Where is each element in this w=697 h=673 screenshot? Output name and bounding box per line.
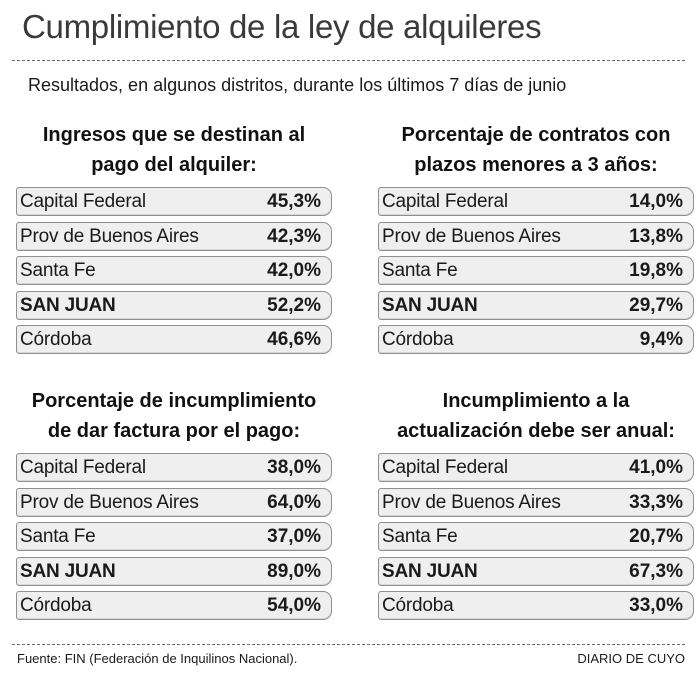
district-label: SAN JUAN — [20, 294, 116, 316]
percentage-value: 33,3% — [629, 491, 683, 513]
district-label: Córdoba — [20, 595, 92, 616]
page-title: Cumplimiento de la ley de alquileres — [22, 8, 542, 45]
percentage-value: 54,0% — [267, 595, 321, 616]
table-row: Capital Federal 14,0% — [378, 187, 694, 216]
percentage-value: 19,8% — [629, 260, 683, 281]
table-row: Córdoba 54,0% — [16, 591, 332, 620]
panel-title-line: actualización debe ser anual: — [397, 420, 675, 442]
panel-title: Incumplimiento a la actualización debe se… — [378, 386, 694, 448]
percentage-value: 29,7% — [629, 294, 683, 316]
table-rows: Capital Federal 45,3% Prov de Buenos Aires… — [16, 187, 332, 354]
table-rows: Capital Federal 41,0% Prov de Buenos Aires… — [378, 453, 694, 620]
percentage-value: 20,7% — [629, 526, 683, 547]
table-row: SAN JUAN 67,3% — [378, 556, 694, 586]
table-row: Córdoba 9,4% — [378, 325, 694, 354]
district-label: Prov de Buenos Aires — [382, 491, 561, 513]
table-row: Capital Federal 41,0% — [378, 453, 694, 482]
panel-factura: Porcentaje de incumplimiento de dar factu… — [16, 386, 332, 626]
district-label: Capital Federal — [20, 191, 146, 212]
panel-title-line: Porcentaje de contratos con — [401, 124, 671, 146]
percentage-value: 33,0% — [629, 595, 683, 616]
panel-title-line: pago del alquiler: — [91, 154, 257, 176]
panel-contratos: Porcentaje de contratos con plazos menore… — [378, 120, 694, 360]
percentage-value: 42,0% — [267, 260, 321, 281]
panel-title: Porcentaje de incumplimiento de dar factu… — [16, 386, 332, 448]
percentage-value: 38,0% — [267, 457, 321, 478]
percentage-value: 13,8% — [629, 225, 683, 247]
district-label: Córdoba — [382, 595, 454, 616]
panel-title-line: Incumplimiento a la — [442, 390, 630, 412]
district-label: Prov de Buenos Aires — [382, 225, 561, 247]
table-row: Córdoba 33,0% — [378, 591, 694, 620]
district-label: Capital Federal — [20, 457, 146, 478]
panel-title-line: Porcentaje de incumplimiento — [31, 390, 317, 412]
district-label: Prov de Buenos Aires — [20, 225, 199, 247]
panel-title-line: de dar factura por el pago: — [47, 420, 301, 442]
district-label: Capital Federal — [382, 191, 508, 212]
district-label: SAN JUAN — [382, 294, 478, 316]
percentage-value: 14,0% — [629, 191, 683, 212]
percentage-value: 46,6% — [267, 329, 321, 350]
panel-title: Ingresos que se destinan al pago del alqu… — [16, 120, 332, 182]
top-divider — [12, 60, 685, 61]
table-row: Prov de Buenos Aires 13,8% — [378, 221, 694, 251]
table-row: Capital Federal 38,0% — [16, 453, 332, 482]
percentage-value: 52,2% — [267, 294, 321, 316]
district-label: Santa Fe — [382, 260, 458, 281]
table-row: SAN JUAN 52,2% — [16, 290, 332, 320]
table-row: Santa Fe 20,7% — [378, 522, 694, 551]
table-row: Prov de Buenos Aires 64,0% — [16, 487, 332, 517]
page-subtitle: Resultados, en algunos distritos, durant… — [28, 75, 567, 95]
table-row: Prov de Buenos Aires 42,3% — [16, 221, 332, 251]
percentage-value: 37,0% — [267, 526, 321, 547]
panel-ingresos: Ingresos que se destinan al pago del alqu… — [16, 120, 332, 360]
table-row: SAN JUAN 29,7% — [378, 290, 694, 320]
table-row: Córdoba 46,6% — [16, 325, 332, 354]
percentage-value: 89,0% — [267, 560, 321, 582]
district-label: Córdoba — [20, 329, 92, 350]
table-row: Santa Fe 37,0% — [16, 522, 332, 551]
percentage-value: 41,0% — [629, 457, 683, 478]
panel-title-line: plazos menores a 3 años: — [414, 154, 658, 176]
table-row: Santa Fe 42,0% — [16, 256, 332, 285]
panel-actualizacion: Incumplimiento a la actualización debe se… — [378, 386, 694, 626]
panel-title: Porcentaje de contratos con plazos menore… — [378, 120, 694, 182]
table-row: SAN JUAN 89,0% — [16, 556, 332, 586]
district-label: Santa Fe — [20, 260, 96, 281]
district-label: Córdoba — [382, 329, 454, 350]
bottom-divider — [12, 644, 685, 645]
district-label: SAN JUAN — [20, 560, 116, 582]
district-label: Capital Federal — [382, 457, 508, 478]
percentage-value: 64,0% — [267, 491, 321, 513]
percentage-value: 67,3% — [629, 560, 683, 582]
percentage-value: 45,3% — [267, 191, 321, 212]
percentage-value: 42,3% — [267, 225, 321, 247]
table-row: Prov de Buenos Aires 33,3% — [378, 487, 694, 517]
panel-title-line: Ingresos que se destinan al — [42, 124, 306, 146]
table-row: Capital Federal 45,3% — [16, 187, 332, 216]
table-rows: Capital Federal 38,0% Prov de Buenos Aires… — [16, 453, 332, 620]
district-label: Prov de Buenos Aires — [20, 491, 199, 513]
district-label: Santa Fe — [20, 526, 96, 547]
district-label: SAN JUAN — [382, 560, 478, 582]
table-rows: Capital Federal 14,0% Prov de Buenos Aires… — [378, 187, 694, 354]
publisher-name: DIARIO DE CUYO — [577, 651, 685, 666]
district-label: Santa Fe — [382, 526, 458, 547]
percentage-value: 9,4% — [639, 329, 683, 350]
table-row: Santa Fe 19,8% — [378, 256, 694, 285]
source-note: Fuente: FIN (Federación de Inquilinos Na… — [17, 651, 298, 666]
